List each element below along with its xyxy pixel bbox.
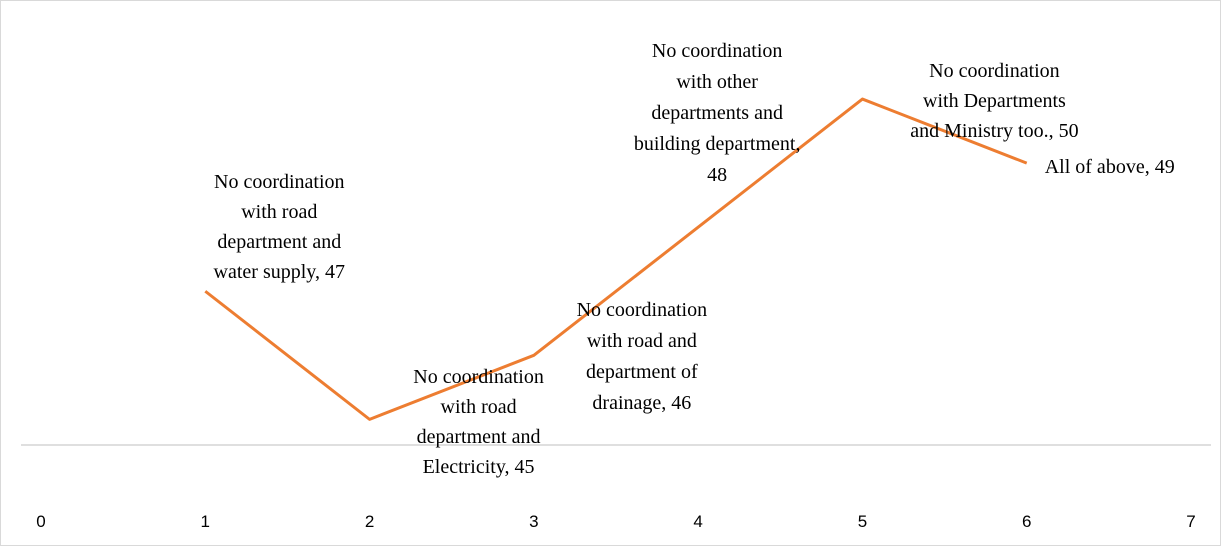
x-tick-label: 3 [529, 512, 538, 531]
x-tick-label: 6 [1022, 512, 1031, 531]
data-label: No coordination with road department and wa… [214, 171, 345, 283]
x-tick-label: 5 [858, 512, 867, 531]
data-label: All of above, 49 [1045, 156, 1175, 178]
x-tick-label: 4 [693, 512, 702, 531]
data-label: No coordination with Departments and Minis… [910, 60, 1078, 142]
data-label: No coordination with road and department o… [577, 299, 708, 414]
data-label: No coordination with road department and El… [413, 366, 544, 478]
x-tick-label: 2 [365, 512, 374, 531]
x-tick-label: 0 [36, 512, 45, 531]
data-line [204, 97, 1028, 421]
x-tick-label: 7 [1186, 512, 1195, 531]
data-label: No coordination with other departments and… [634, 40, 801, 186]
x-tick-label: 1 [201, 512, 210, 531]
